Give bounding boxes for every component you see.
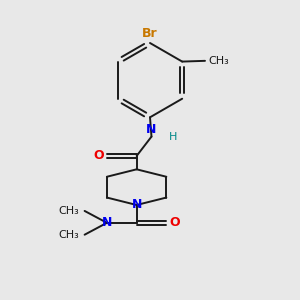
Text: CH₃: CH₃ xyxy=(208,56,229,66)
Text: N: N xyxy=(102,216,112,229)
Text: CH₃: CH₃ xyxy=(58,206,79,216)
Text: Br: Br xyxy=(142,27,158,40)
Text: O: O xyxy=(169,216,180,229)
Text: O: O xyxy=(93,149,104,162)
Text: N: N xyxy=(131,199,142,212)
Text: H: H xyxy=(169,132,178,142)
Text: N: N xyxy=(146,123,157,136)
Text: CH₃: CH₃ xyxy=(58,230,79,240)
